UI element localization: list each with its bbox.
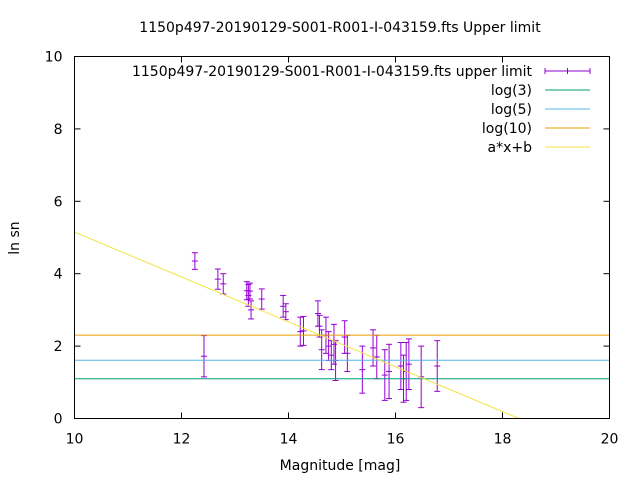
data-point: [258, 288, 265, 310]
x-tick-label: 16: [387, 432, 405, 448]
data-point: [328, 340, 335, 371]
data-point: [373, 334, 380, 380]
data-point: [248, 300, 255, 320]
data-point: [191, 252, 198, 270]
data-point: [344, 334, 351, 372]
data-point: [341, 320, 348, 354]
data-point: [246, 282, 253, 300]
x-axis-label: Magnitude [mag]: [280, 458, 401, 474]
data-point: [316, 314, 323, 338]
data-point: [318, 329, 325, 371]
y-tick-label: 4: [54, 267, 63, 283]
data-point: [359, 345, 366, 394]
y-tick-label: 10: [45, 50, 63, 66]
legend-label: log(3): [491, 83, 532, 99]
legend-entry: log(10): [482, 121, 590, 137]
axis-ticks: 10 12 14 16 18 20 0 2 4 6 8 10: [45, 50, 619, 448]
plot-area: [74, 231, 610, 419]
data-point: [200, 335, 207, 378]
data-point: [325, 331, 332, 362]
y-tick-label: 8: [54, 122, 63, 138]
data-point: [386, 343, 393, 400]
x-tick-label: 18: [494, 432, 512, 448]
y-tick-label: 2: [54, 339, 63, 355]
x-tick-label: 10: [66, 432, 84, 448]
legend-label: a*x+b: [488, 140, 533, 156]
legend-label: 1150p497-20190129-S001-R001-I-043159.fts…: [132, 64, 533, 80]
data-point: [220, 273, 227, 295]
plot-frame: [74, 56, 610, 419]
chart-title: 1150p497-20190129-S001-R001-I-043159.fts…: [139, 20, 541, 36]
data-point: [297, 316, 304, 347]
data-point: [397, 341, 404, 391]
legend-label: log(5): [491, 102, 532, 118]
legend-entry: a*x+b: [488, 140, 590, 156]
legend-entry: 1150p497-20190129-S001-R001-I-043159.fts…: [132, 64, 591, 80]
data-point: [214, 268, 221, 290]
data-point: [280, 294, 287, 318]
x-tick-label: 12: [173, 432, 191, 448]
data-point: [434, 340, 441, 392]
data-point: [300, 315, 307, 346]
legend: 1150p497-20190129-S001-R001-I-043159.fts…: [132, 64, 591, 156]
x-tick-label: 14: [280, 432, 298, 448]
legend-entry: log(3): [491, 83, 590, 99]
legend-entry: log(5): [491, 102, 590, 118]
fit-line: [74, 231, 520, 419]
data-point: [381, 349, 388, 401]
y-tick-label: 6: [54, 194, 63, 210]
y-tick-label: 0: [54, 412, 63, 428]
data-point: [418, 345, 425, 409]
y-axis-label: ln sn: [7, 221, 23, 254]
data-point: [405, 338, 412, 391]
legend-label: log(10): [482, 121, 532, 137]
x-tick-label: 20: [601, 432, 619, 448]
